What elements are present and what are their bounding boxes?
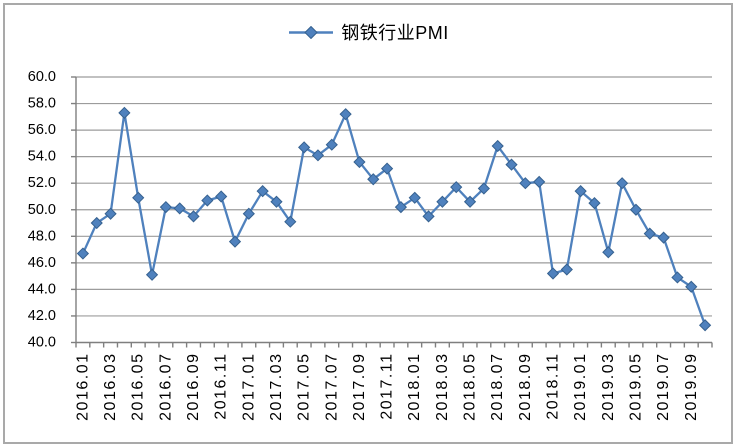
x-axis-label: 2017.09 xyxy=(351,353,368,421)
data-point-marker xyxy=(643,227,656,240)
data-point-marker xyxy=(616,177,629,190)
legend-label: 钢铁行业PMI xyxy=(341,23,449,43)
x-axis-label: 2016.01 xyxy=(74,353,91,421)
data-point-marker xyxy=(408,191,421,204)
data-point-marker xyxy=(118,106,131,119)
data-point-marker xyxy=(629,203,643,216)
y-axis-label: 40.0 xyxy=(28,335,56,351)
data-point-marker xyxy=(560,263,573,276)
y-axis-label: 46.0 xyxy=(28,255,56,271)
data-point-marker xyxy=(132,191,145,204)
data-point-marker xyxy=(284,215,297,228)
x-axis-label: 2017.11 xyxy=(379,353,396,420)
data-point-marker xyxy=(159,200,172,214)
x-axis-label: 2018.09 xyxy=(517,353,534,421)
data-point-marker xyxy=(436,195,449,208)
x-axis-label: 2016.11 xyxy=(213,353,230,420)
x-axis-label: 2018.03 xyxy=(434,353,451,421)
y-axis-label: 52.0 xyxy=(28,175,56,191)
x-axis-label: 2017.03 xyxy=(268,353,285,421)
data-point-marker xyxy=(242,207,255,220)
x-axis-label: 2017.07 xyxy=(323,353,340,421)
x-axis-label: 2019.05 xyxy=(627,353,644,421)
data-point-marker xyxy=(76,247,90,260)
y-axis-label: 54.0 xyxy=(28,149,56,165)
legend: 钢铁行业PMI xyxy=(0,19,737,45)
x-axis-label: 2016.07 xyxy=(157,353,174,421)
x-axis-label: 2018.05 xyxy=(462,352,479,420)
data-point-marker xyxy=(228,235,242,248)
data-point-marker xyxy=(685,280,698,293)
y-axis-label: 50.0 xyxy=(28,202,56,218)
x-axis-label: 2018.11 xyxy=(545,353,562,420)
data-point-marker xyxy=(90,216,103,230)
data-point-marker xyxy=(311,149,325,162)
x-axis-label: 2016.09 xyxy=(185,353,202,421)
data-point-marker xyxy=(477,182,490,195)
data-point-marker xyxy=(145,268,159,281)
x-axis-label: 2018.01 xyxy=(406,353,423,421)
data-point-marker xyxy=(422,210,435,223)
x-axis-label: 2016.03 xyxy=(102,353,119,421)
data-point-marker xyxy=(533,175,546,188)
data-point-marker xyxy=(215,190,228,203)
y-axis-label: 60.0 xyxy=(28,69,56,85)
y-axis-label: 42.0 xyxy=(28,308,56,324)
data-point-marker xyxy=(519,177,532,190)
series-line xyxy=(81,111,707,327)
data-point-marker xyxy=(173,202,186,215)
y-axis-label: 44.0 xyxy=(28,281,56,297)
data-point-marker xyxy=(187,210,200,223)
data-point-marker xyxy=(325,138,338,151)
data-point-marker xyxy=(270,195,283,208)
data-point-marker xyxy=(698,319,712,332)
data-point-marker xyxy=(104,207,117,220)
data-point-marker xyxy=(602,246,615,259)
data-point-marker xyxy=(574,185,587,198)
data-point-marker xyxy=(491,139,504,153)
series-marker-icon xyxy=(289,25,334,39)
x-axis-label: 2019.07 xyxy=(655,353,672,421)
x-axis-label: 2019.09 xyxy=(683,353,700,421)
y-axis-label: 48.0 xyxy=(28,228,56,244)
data-point-marker xyxy=(394,200,408,214)
x-axis-label: 2019.03 xyxy=(600,353,617,421)
x-axis-label: 2018.07 xyxy=(489,353,506,421)
y-axis-label: 58.0 xyxy=(28,96,56,112)
data-point-marker xyxy=(463,195,477,208)
x-axis-label: 2016.05 xyxy=(130,353,147,421)
data-point-marker xyxy=(339,108,352,121)
data-point-marker xyxy=(298,141,311,154)
x-axis-label: 2017.01 xyxy=(240,353,257,421)
data-point-marker xyxy=(353,155,366,169)
data-point-marker xyxy=(450,181,463,194)
data-point-marker xyxy=(367,173,380,186)
data-point-marker xyxy=(671,271,684,284)
data-point-marker xyxy=(380,162,394,175)
data-point-marker xyxy=(546,267,560,280)
data-point-marker xyxy=(505,158,518,171)
data-point-marker xyxy=(588,197,601,210)
data-point-marker xyxy=(657,231,670,244)
x-axis-label: 2019.01 xyxy=(572,353,589,421)
y-axis-label: 56.0 xyxy=(28,122,56,138)
x-axis-label: 2017.05 xyxy=(296,353,313,421)
data-point-marker xyxy=(256,185,269,198)
data-point-marker xyxy=(201,194,214,207)
